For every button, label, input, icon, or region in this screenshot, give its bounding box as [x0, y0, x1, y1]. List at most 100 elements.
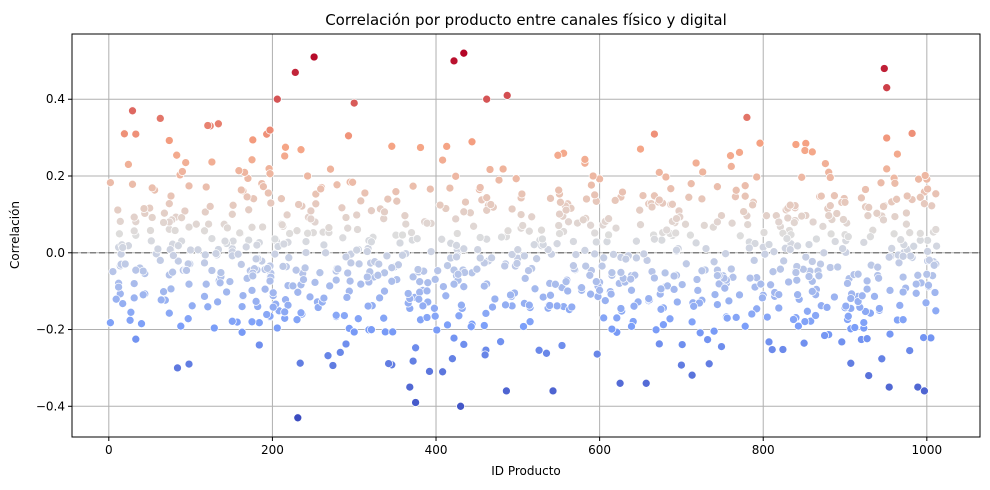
data-points: [106, 48, 941, 423]
data-point: [892, 194, 901, 204]
data-point: [443, 320, 452, 330]
data-point: [310, 278, 320, 287]
data-point: [726, 162, 736, 171]
x-axis-title: ID Producto: [491, 464, 561, 478]
data-point: [181, 158, 191, 167]
data-point: [252, 240, 262, 250]
data-point: [759, 228, 769, 237]
x-tick-label: 800: [752, 443, 775, 457]
data-point: [414, 294, 424, 304]
data-point: [209, 323, 219, 333]
data-point: [496, 337, 505, 347]
data-point: [830, 191, 839, 201]
data-point: [457, 300, 466, 310]
data-point: [789, 315, 798, 324]
data-point: [569, 237, 578, 246]
data-point: [890, 178, 900, 188]
data-point: [874, 273, 883, 283]
data-point: [430, 275, 440, 284]
data-point: [395, 238, 405, 248]
data-point: [915, 192, 925, 202]
data-point: [636, 144, 645, 154]
data-point: [811, 311, 820, 320]
data-point: [306, 206, 316, 216]
x-tick-label: 600: [588, 443, 611, 457]
x-tick-label: 0: [105, 443, 113, 457]
data-point: [590, 249, 600, 259]
data-point: [713, 300, 722, 309]
data-point: [341, 213, 351, 222]
data-point: [291, 265, 301, 275]
data-point: [193, 245, 203, 255]
data-point: [607, 268, 617, 278]
data-point: [714, 279, 724, 289]
data-point: [882, 164, 892, 174]
data-point: [789, 218, 799, 227]
data-point: [580, 155, 590, 164]
data-point: [660, 268, 670, 278]
y-tick-label: 0.2: [46, 169, 65, 183]
data-point: [392, 196, 402, 206]
x-tick-label: 200: [261, 443, 284, 457]
data-point: [686, 179, 696, 189]
x-tick-label: 400: [425, 443, 448, 457]
data-point: [129, 293, 139, 303]
data-point: [588, 171, 598, 181]
data-point: [432, 325, 442, 335]
data-point: [403, 289, 413, 298]
data-point: [724, 296, 734, 306]
data-point: [722, 313, 732, 323]
data-point: [668, 199, 677, 209]
data-point: [113, 205, 123, 215]
data-point: [731, 313, 741, 322]
data-point: [156, 295, 166, 305]
data-point: [233, 249, 243, 259]
data-point: [303, 228, 312, 238]
data-point: [235, 228, 245, 238]
data-point: [254, 318, 264, 328]
data-point: [885, 329, 895, 339]
data-point: [507, 250, 517, 259]
data-point: [713, 217, 722, 227]
data-point: [641, 378, 651, 388]
data-point: [578, 215, 588, 225]
data-point: [524, 266, 533, 275]
data-point: [669, 271, 679, 281]
data-point: [764, 240, 774, 249]
data-point: [546, 290, 555, 300]
data-point: [183, 314, 193, 324]
data-point: [176, 321, 186, 331]
data-point: [467, 137, 477, 147]
data-point: [825, 201, 835, 211]
data-point: [513, 245, 523, 255]
data-point: [748, 200, 757, 210]
data-point: [452, 241, 461, 250]
data-point: [305, 292, 315, 302]
data-point: [459, 48, 469, 58]
y-tick-label: −0.2: [36, 323, 65, 337]
data-point: [277, 194, 286, 204]
data-point: [661, 172, 671, 182]
data-point: [808, 217, 818, 227]
y-axis-title: Correlación: [8, 201, 22, 269]
data-point: [902, 208, 911, 218]
data-point: [691, 158, 701, 168]
data-point: [128, 106, 137, 116]
data-point: [270, 234, 280, 244]
data-point: [911, 279, 921, 289]
data-point: [215, 278, 225, 288]
data-point: [408, 272, 418, 282]
data-point: [454, 311, 464, 321]
data-point: [638, 191, 648, 200]
data-point: [469, 221, 478, 231]
data-point: [735, 290, 744, 300]
data-point: [804, 240, 814, 249]
y-tick-label: −0.4: [36, 399, 65, 413]
data-point: [295, 358, 305, 368]
data-point: [599, 253, 609, 263]
data-point: [859, 318, 869, 327]
data-point: [893, 149, 902, 159]
data-point: [839, 215, 848, 224]
data-point: [459, 282, 469, 292]
